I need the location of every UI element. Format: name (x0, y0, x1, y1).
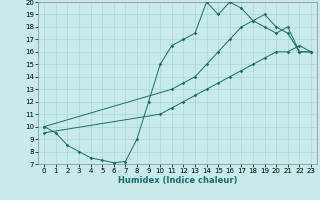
X-axis label: Humidex (Indice chaleur): Humidex (Indice chaleur) (118, 176, 237, 185)
